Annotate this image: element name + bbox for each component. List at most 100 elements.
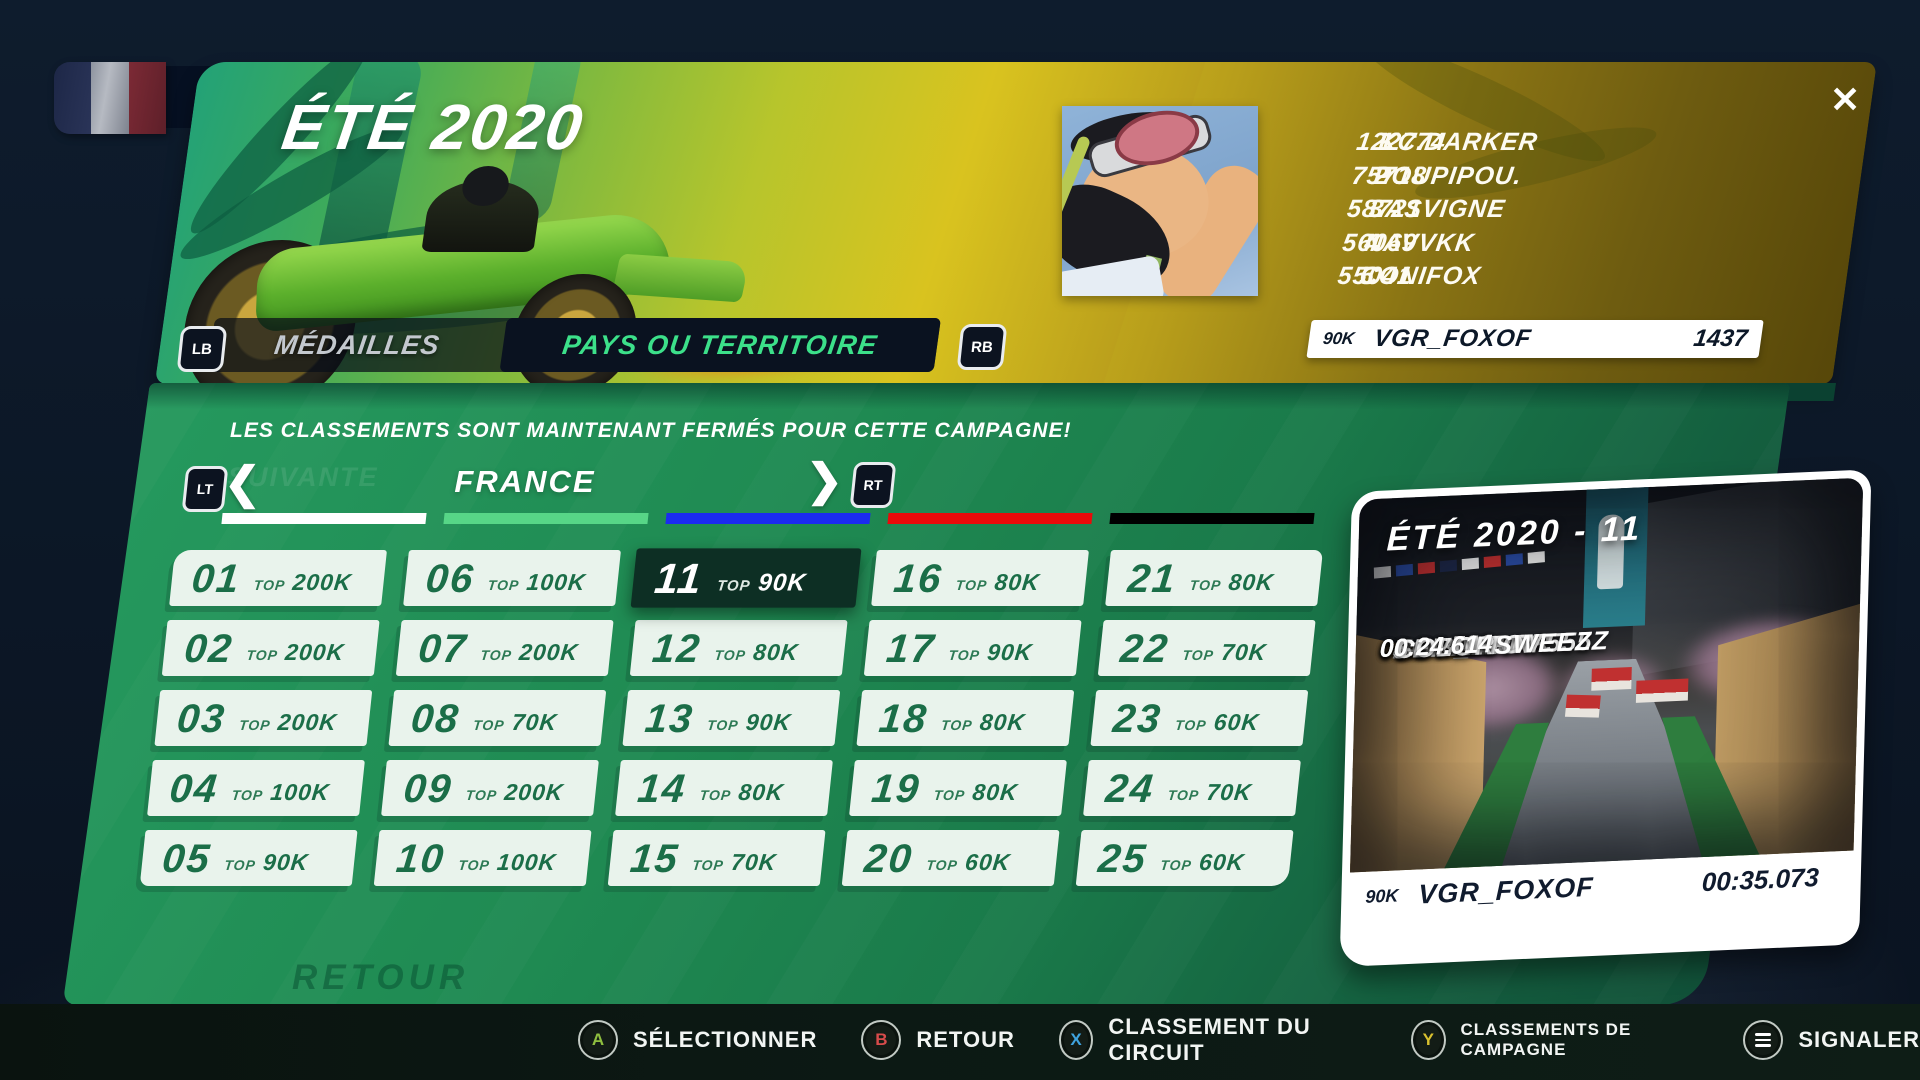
personal-rank-badge: 90K (1365, 884, 1399, 907)
tab-medailles[interactable]: MÉDAILLES (272, 329, 442, 360)
series-color-bar (221, 513, 427, 524)
top-label: TOP (947, 647, 981, 663)
leaderboard-row: 1 KC.DARKER 122774 (1354, 128, 1811, 162)
track-tile-11[interactable]: 11 TOP 90K (630, 548, 862, 608)
series-color-bar (443, 513, 649, 524)
top-value: 70K (1219, 639, 1268, 665)
button-X-icon: X (1058, 1020, 1094, 1060)
track-tile-14[interactable]: 14 TOP 80K (615, 760, 833, 816)
track-number: 21 (1125, 557, 1179, 601)
score: 58721 (1345, 195, 1424, 223)
hint-B[interactable]: B RETOUR (861, 1020, 1015, 1060)
top-label: TOP (716, 576, 752, 594)
top-value: 80K (751, 639, 800, 665)
top-value: 80K (993, 569, 1042, 595)
lt-trigger-button[interactable]: LT (181, 466, 229, 512)
ghost-label: SUIVANTE (228, 462, 379, 492)
track-tile-18[interactable]: 18 TOP 80K (856, 690, 1075, 746)
hint-label: CLASSEMENT DU CIRCUIT (1108, 1014, 1311, 1065)
track-number: 12 (650, 627, 704, 671)
controller-hints: A SÉLECTIONNER B RETOUR X CLASSEMENT DU CIRCU… (578, 1014, 1920, 1066)
lb-shoulder-button[interactable]: LB (176, 326, 228, 372)
track-number: 09 (401, 767, 455, 811)
campaign-title: ÉTÉ 2020 (277, 91, 589, 163)
personal-time: 00:35.073 (1701, 861, 1820, 897)
previous-country-chevron-icon[interactable]: ❮ (224, 459, 261, 508)
series-color-bar (665, 513, 871, 524)
track-tile-22[interactable]: 22 TOP 70K (1097, 620, 1316, 676)
track-tile-07[interactable]: 07 TOP 200K (395, 620, 614, 676)
track-tile-10[interactable]: 10 TOP 100K (373, 830, 592, 886)
track-tile-05[interactable]: 05 TOP 90K (139, 830, 358, 886)
top-value: 70K (510, 709, 559, 735)
track-tile-06[interactable]: 06 TOP 100K (403, 550, 621, 606)
top-value: 60K (1212, 709, 1261, 735)
top-label: TOP (706, 717, 740, 733)
track-tile-16[interactable]: 16 TOP 80K (871, 550, 1089, 606)
score: 75718 (1350, 161, 1429, 190)
top-value: 80K (1227, 569, 1276, 595)
track-tile-04[interactable]: 04 TOP 100K (147, 760, 365, 816)
top-label: TOP (954, 577, 989, 593)
track-tile-12[interactable]: 12 TOP 80K (629, 620, 848, 676)
track-tile-09[interactable]: 09 TOP 200K (381, 760, 599, 816)
track-tile-03[interactable]: 03 TOP 200K (154, 690, 373, 746)
top-label: TOP (698, 787, 733, 803)
track-tile-19[interactable]: 19 TOP 80K (849, 760, 1067, 816)
tab-pays-ou-territoire[interactable]: PAYS OU TERRITOIRE (499, 318, 941, 372)
button-A-icon: A (578, 1020, 618, 1060)
rt-trigger-button[interactable]: RT (849, 462, 897, 508)
track-number: 08 (408, 697, 463, 741)
hint-signaler[interactable]: SIGNALER (1743, 1020, 1920, 1060)
track-tile-23[interactable]: 23 TOP 60K (1090, 690, 1309, 746)
top-label: TOP (1174, 717, 1208, 733)
top-value: 200K (291, 569, 354, 595)
track-tile-20[interactable]: 20 TOP 60K (841, 830, 1060, 886)
track-tile-25[interactable]: 25 TOP 60K (1075, 830, 1294, 886)
score: 122774 (1354, 128, 1449, 156)
track-leaderboard-card: ÉTÉ 2020 - 11 1 BAB_02 00:24.506 2 JOVENIUM 0… (1339, 469, 1872, 967)
campaign-top5-list: 1 KC.DARKER 122774 2 POUPIPOU. 75718 3 LASVIGNE… (1335, 128, 1811, 296)
track-tile-21[interactable]: 21 TOP 80K (1105, 550, 1323, 606)
next-country-chevron-icon[interactable]: ❯ (806, 456, 843, 505)
track-tile-08[interactable]: 08 TOP 70K (388, 690, 607, 746)
close-icon[interactable]: ✕ (1830, 79, 1861, 120)
track-number: 15 (628, 837, 682, 881)
banner-tabs: MÉDAILLES PAYS OU TERRITOIRE (207, 318, 942, 372)
leaderboard-row: 5 CONIFOX 55041 (1335, 262, 1792, 296)
personal-player-name: VGR_FOXOF (1417, 871, 1595, 910)
rb-shoulder-button[interactable]: RB (956, 324, 1008, 370)
score: 56069 (1340, 228, 1420, 257)
top-label: TOP (245, 647, 279, 663)
hint-X[interactable]: X CLASSEMENT DU CIRCUIT (1058, 1014, 1367, 1066)
top-label: TOP (925, 857, 959, 873)
hint-A[interactable]: A SÉLECTIONNER (578, 1020, 817, 1060)
top-label: TOP (1166, 787, 1201, 803)
track-tile-17[interactable]: 17 TOP 90K (863, 620, 1082, 676)
top-label: TOP (230, 787, 265, 803)
top-label: TOP (252, 577, 287, 593)
track-number: 23 (1110, 697, 1165, 741)
controller-hint-bar (0, 1004, 1920, 1080)
leaderboard-row: 4 NAVVKK 56069 (1340, 229, 1797, 263)
top-label: TOP (1181, 647, 1215, 663)
top-value: 90K (985, 639, 1034, 665)
personal-score: 1437 (1691, 325, 1750, 352)
top-value: 100K (269, 779, 331, 805)
top-label: TOP (238, 717, 272, 733)
top-value: 200K (517, 639, 580, 665)
button-B-icon: B (861, 1020, 902, 1060)
track-number: 02 (182, 627, 236, 671)
series-color-bar (1109, 513, 1315, 524)
track-tile-02[interactable]: 02 TOP 200K (161, 620, 380, 676)
hint-Y[interactable]: Y CLASSEMENTS DE CAMPAGNE (1411, 1020, 1699, 1060)
track-number: 16 (891, 557, 945, 601)
track-tile-15[interactable]: 15 TOP 70K (607, 830, 826, 886)
top-label: TOP (464, 787, 499, 803)
france-flag-icon (54, 62, 166, 134)
track-tile-24[interactable]: 24 TOP 70K (1083, 760, 1301, 816)
track-tile-13[interactable]: 13 TOP 90K (622, 690, 841, 746)
selected-country: FRANCE (454, 464, 596, 499)
track-tile-01[interactable]: 01 TOP 200K (169, 550, 387, 606)
